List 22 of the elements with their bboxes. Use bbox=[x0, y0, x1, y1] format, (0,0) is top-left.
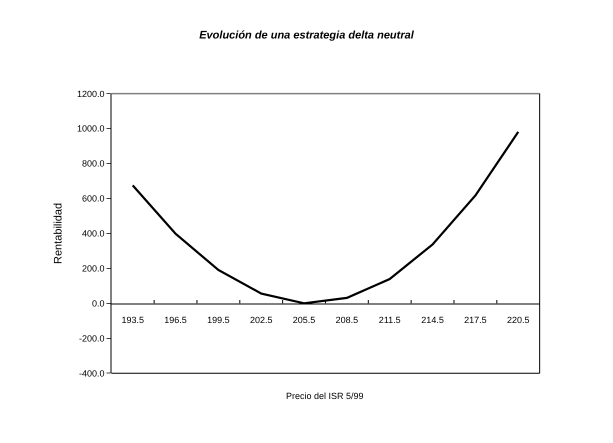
x-tick-label: 202.5 bbox=[250, 315, 272, 326]
y-tick-label: 0.0 bbox=[92, 298, 104, 308]
x-tick-label: 199.5 bbox=[207, 315, 230, 326]
y-axis-title: Rentabilidad bbox=[52, 202, 65, 264]
x-tick-label: 220.5 bbox=[506, 315, 530, 326]
y-tick-label: -400.0 bbox=[78, 368, 104, 378]
x-tick-label: 205.5 bbox=[292, 315, 316, 326]
y-tick-label: 800.0 bbox=[82, 158, 104, 169]
y-tick-label: 1000.0 bbox=[76, 124, 104, 134]
y-tick-label: 400.0 bbox=[82, 228, 104, 239]
x-axis-title: Precio del ISR 5/99 bbox=[286, 391, 364, 401]
x-tick-label: 196.5 bbox=[164, 315, 187, 326]
y-tick-label: 200.0 bbox=[82, 264, 104, 274]
y-tick-label: 1200.0 bbox=[76, 88, 104, 99]
x-tick-label: 208.5 bbox=[336, 315, 358, 326]
x-tick-label: 214.5 bbox=[421, 315, 444, 326]
y-tick-label: 600.0 bbox=[82, 194, 104, 204]
chart-title: Evolución de una estrategia delta neutral bbox=[199, 30, 415, 42]
x-tick-label: 193.5 bbox=[121, 315, 144, 326]
y-tick-label: -200.0 bbox=[78, 333, 104, 344]
x-tick-label: 217.5 bbox=[464, 315, 487, 326]
x-tick-label: 211.5 bbox=[378, 315, 401, 326]
